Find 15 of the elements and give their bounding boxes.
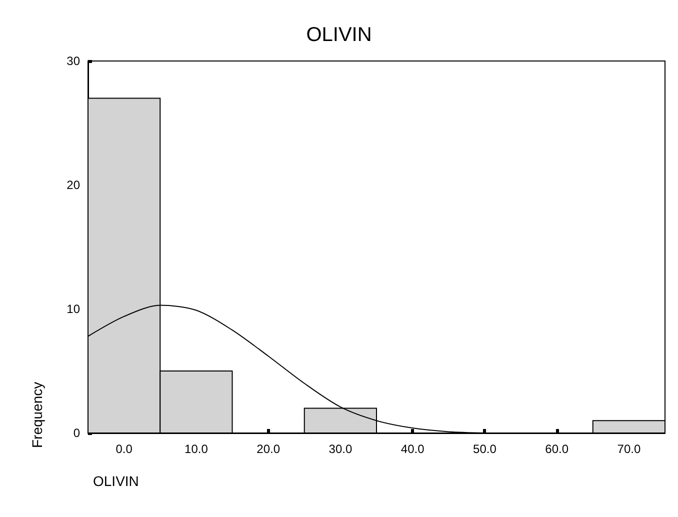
chart-title: OLIVIN [306, 24, 372, 46]
y-tick-label: 10 [66, 302, 80, 316]
y-tick-label: 30 [66, 54, 80, 68]
x-tick-label: 70.0 [617, 442, 641, 456]
y-axis-title: Frequency [29, 382, 45, 448]
x-tick-label: 30.0 [328, 442, 352, 456]
x-axis-title: OLIVIN [93, 473, 139, 489]
x-tick-label: 0.0 [116, 442, 133, 456]
x-tick-label: 50.0 [473, 442, 497, 456]
y-tick-label: 0 [73, 426, 80, 440]
x-tick-label: 20.0 [256, 442, 280, 456]
x-tick-label: 10.0 [184, 442, 208, 456]
x-tick-label: 40.0 [400, 442, 425, 456]
x-tick-label: 60.0 [545, 442, 569, 456]
y-tick-label: 20 [66, 178, 80, 192]
